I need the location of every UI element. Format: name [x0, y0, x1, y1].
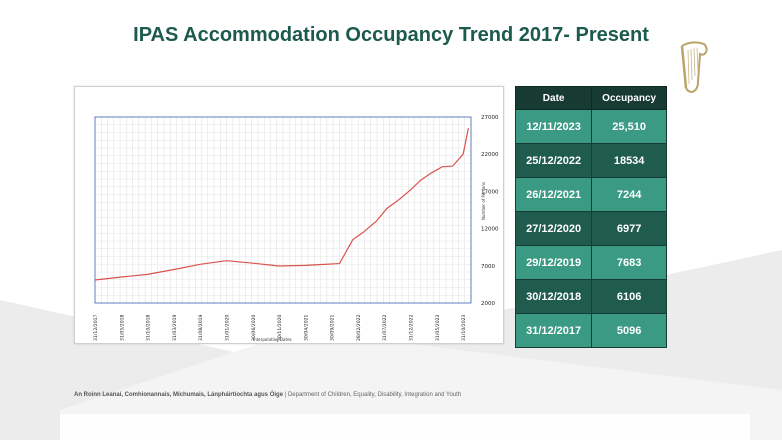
occupancy-cell: 7683 — [591, 245, 667, 280]
x-tick-label: 31/12/2022 — [409, 314, 415, 341]
occupancy-cell: 6106 — [591, 279, 667, 314]
table-header-row: Date Occupancy — [514, 86, 667, 110]
x-tick-label: 31/05/2023 — [435, 314, 441, 341]
table-row: 31/12/2017 5096 — [514, 313, 667, 348]
date-cell: 12/11/2023 — [514, 109, 593, 144]
x-tick-label: 28/02/2022 — [356, 314, 362, 341]
y-tick-label: 2000 — [481, 301, 495, 307]
footer-separator: | — [284, 392, 287, 398]
x-tick-label: 30/09/2021 — [330, 314, 336, 341]
column-header-occupancy: Occupancy — [591, 86, 667, 110]
occupancy-cell: 5096 — [591, 313, 667, 348]
x-tick-label: 30/04/2021 — [303, 314, 309, 341]
series-line — [94, 127, 469, 281]
occupancy-cell: 25,510 — [591, 109, 667, 144]
page-title: IPAS Accommodation Occupancy Trend 2017-… — [133, 24, 649, 46]
footer-english-dept: Department of Children, Equality, Disabi… — [287, 392, 462, 398]
x-tick-label: 31/10/2018 — [146, 314, 152, 341]
occupancy-cell: 18534 — [591, 143, 667, 178]
x-tick-label: 31/10/2023 — [461, 314, 467, 341]
y-axis-ticks: 27000 22000 17000 12000 7000 2000 — [481, 115, 499, 307]
column-header-date: Date — [514, 86, 593, 110]
footer-irish-dept: An Roinn Leanaí, Comhionannais, Míchumai… — [74, 392, 284, 398]
occupancy-chart: 27000 22000 17000 12000 7000 2000 31/12/2017 3… — [74, 86, 504, 344]
occupancy-cell: 6977 — [591, 211, 667, 246]
y-tick-label: 27000 — [481, 115, 499, 121]
chart-grid — [95, 117, 471, 303]
x-tick-label: 31/05/2018 — [119, 314, 125, 341]
occupancy-table: Date Occupancy 12/11/2023 25,510 25/12/2… — [514, 86, 667, 348]
date-cell: 30/12/2018 — [514, 279, 593, 314]
date-cell: 29/12/2019 — [514, 245, 593, 280]
table-row: 25/12/2022 18534 — [514, 143, 667, 178]
y-axis-label: Number of Persons — [481, 182, 486, 220]
date-cell: 27/12/2020 — [514, 211, 593, 246]
x-tick-label: 31/08/2019 — [198, 314, 204, 341]
table-row: 29/12/2019 7683 — [514, 245, 667, 280]
footer: An Roinn Leanaí, Comhionannais, Míchumai… — [74, 392, 461, 398]
table-row: 26/12/2021 7244 — [514, 177, 667, 212]
x-tick-label: 31/12/2017 — [93, 314, 99, 341]
harp-logo-icon — [680, 41, 708, 94]
occupancy-cell: 7244 — [591, 177, 667, 212]
plot-frame — [94, 116, 472, 304]
x-axis-ticks: 31/12/2017 31/05/2018 31/10/2018 31/03/2019… — [93, 314, 467, 341]
x-tick-label: 30/11/2020 — [277, 314, 283, 341]
table-row: 30/12/2018 6106 — [514, 279, 667, 314]
x-tick-label: 31/07/2022 — [382, 314, 388, 341]
y-tick-label: 7000 — [481, 264, 495, 270]
y-tick-label: 22000 — [481, 152, 499, 158]
date-cell: 25/12/2022 — [514, 143, 593, 178]
x-tick-label: 31/03/2019 — [172, 314, 178, 341]
date-cell: 26/12/2021 — [514, 177, 593, 212]
x-axis-label: Interpolating Dates — [253, 337, 292, 342]
x-tick-label: 30/06/2020 — [251, 314, 257, 341]
table-row: 12/11/2023 25,510 — [514, 109, 667, 144]
date-cell: 31/12/2017 — [514, 313, 593, 348]
y-tick-label: 17000 — [481, 189, 499, 195]
table-row: 27/12/2020 6977 — [514, 211, 667, 246]
y-tick-label: 12000 — [481, 227, 499, 233]
x-tick-label: 31/01/2020 — [224, 314, 230, 341]
